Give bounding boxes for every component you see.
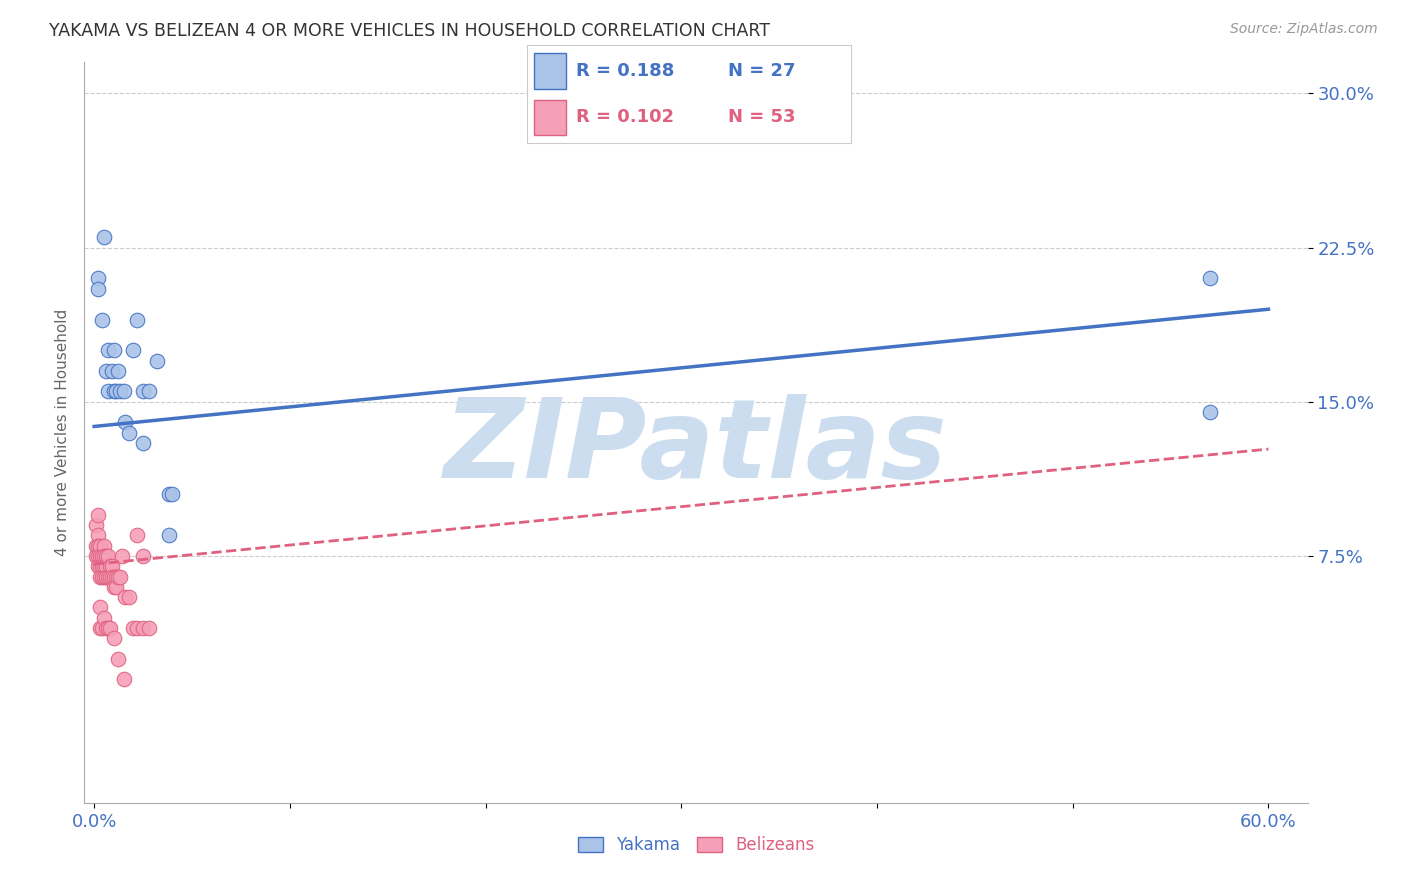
Point: [157, 487, 180, 501]
Point: [98, 621, 121, 635]
Point: [112, 673, 135, 687]
Point: [87, 508, 110, 522]
Point: [94, 559, 117, 574]
Point: [93, 539, 115, 553]
Point: [91, 312, 114, 326]
Point: [114, 590, 136, 604]
Point: [107, 569, 129, 583]
Point: [87, 549, 110, 563]
Point: [157, 528, 180, 542]
Point: [107, 652, 129, 666]
Point: [84, 539, 107, 553]
Point: [112, 384, 135, 399]
Point: [103, 343, 125, 358]
Point: [97, 384, 120, 399]
Point: [107, 364, 129, 378]
Point: [91, 621, 114, 635]
Point: [84, 518, 107, 533]
Point: [89, 539, 111, 553]
Point: [94, 549, 117, 563]
Point: [87, 271, 110, 285]
Point: [87, 282, 110, 296]
FancyBboxPatch shape: [534, 54, 567, 89]
Point: [87, 528, 110, 542]
Point: [89, 569, 111, 583]
Point: [94, 569, 117, 583]
Point: [100, 559, 122, 574]
Point: [89, 621, 111, 635]
Point: [103, 569, 125, 583]
Point: [93, 611, 115, 625]
Point: [91, 569, 114, 583]
Point: [132, 436, 155, 450]
Point: [103, 580, 125, 594]
Point: [132, 621, 155, 635]
Point: [94, 621, 117, 635]
Point: [127, 621, 149, 635]
Point: [97, 343, 120, 358]
Text: ZIPatlas: ZIPatlas: [444, 394, 948, 501]
Point: [108, 569, 131, 583]
Text: R = 0.188: R = 0.188: [576, 62, 673, 80]
Text: N = 53: N = 53: [728, 108, 796, 126]
Point: [103, 632, 125, 646]
Point: [108, 384, 131, 399]
FancyBboxPatch shape: [534, 100, 567, 135]
Point: [104, 384, 127, 399]
Point: [93, 559, 115, 574]
Point: [127, 528, 149, 542]
Point: [89, 559, 111, 574]
Point: [1198, 405, 1220, 419]
Y-axis label: 4 or more Vehicles in Household: 4 or more Vehicles in Household: [55, 309, 70, 557]
Point: [138, 384, 160, 399]
Point: [91, 549, 114, 563]
Point: [110, 549, 132, 563]
Point: [93, 230, 115, 244]
Point: [87, 539, 110, 553]
Point: [146, 353, 169, 368]
Point: [132, 549, 155, 563]
Point: [138, 621, 160, 635]
Point: [104, 569, 127, 583]
Point: [122, 343, 145, 358]
Point: [91, 559, 114, 574]
Point: [103, 384, 125, 399]
Point: [93, 549, 115, 563]
Text: Source: ZipAtlas.com: Source: ZipAtlas.com: [1230, 22, 1378, 37]
Text: YAKAMA VS BELIZEAN 4 OR MORE VEHICLES IN HOUSEHOLD CORRELATION CHART: YAKAMA VS BELIZEAN 4 OR MORE VEHICLES IN…: [49, 22, 770, 40]
Point: [93, 569, 115, 583]
Point: [87, 559, 110, 574]
Point: [118, 590, 141, 604]
Point: [89, 600, 111, 615]
Point: [97, 621, 120, 635]
Point: [162, 487, 184, 501]
Text: N = 27: N = 27: [728, 62, 796, 80]
Text: R = 0.102: R = 0.102: [576, 108, 673, 126]
Point: [84, 549, 107, 563]
Point: [98, 559, 121, 574]
Legend: Yakama, Belizeans: Yakama, Belizeans: [571, 830, 821, 861]
Point: [127, 312, 149, 326]
Point: [104, 580, 127, 594]
Point: [100, 569, 122, 583]
Point: [114, 415, 136, 429]
Point: [132, 384, 155, 399]
Point: [118, 425, 141, 440]
Point: [100, 364, 122, 378]
Point: [97, 569, 120, 583]
Point: [1198, 271, 1220, 285]
Point: [98, 569, 121, 583]
Point: [89, 549, 111, 563]
Point: [94, 364, 117, 378]
Point: [122, 621, 145, 635]
Point: [97, 549, 120, 563]
